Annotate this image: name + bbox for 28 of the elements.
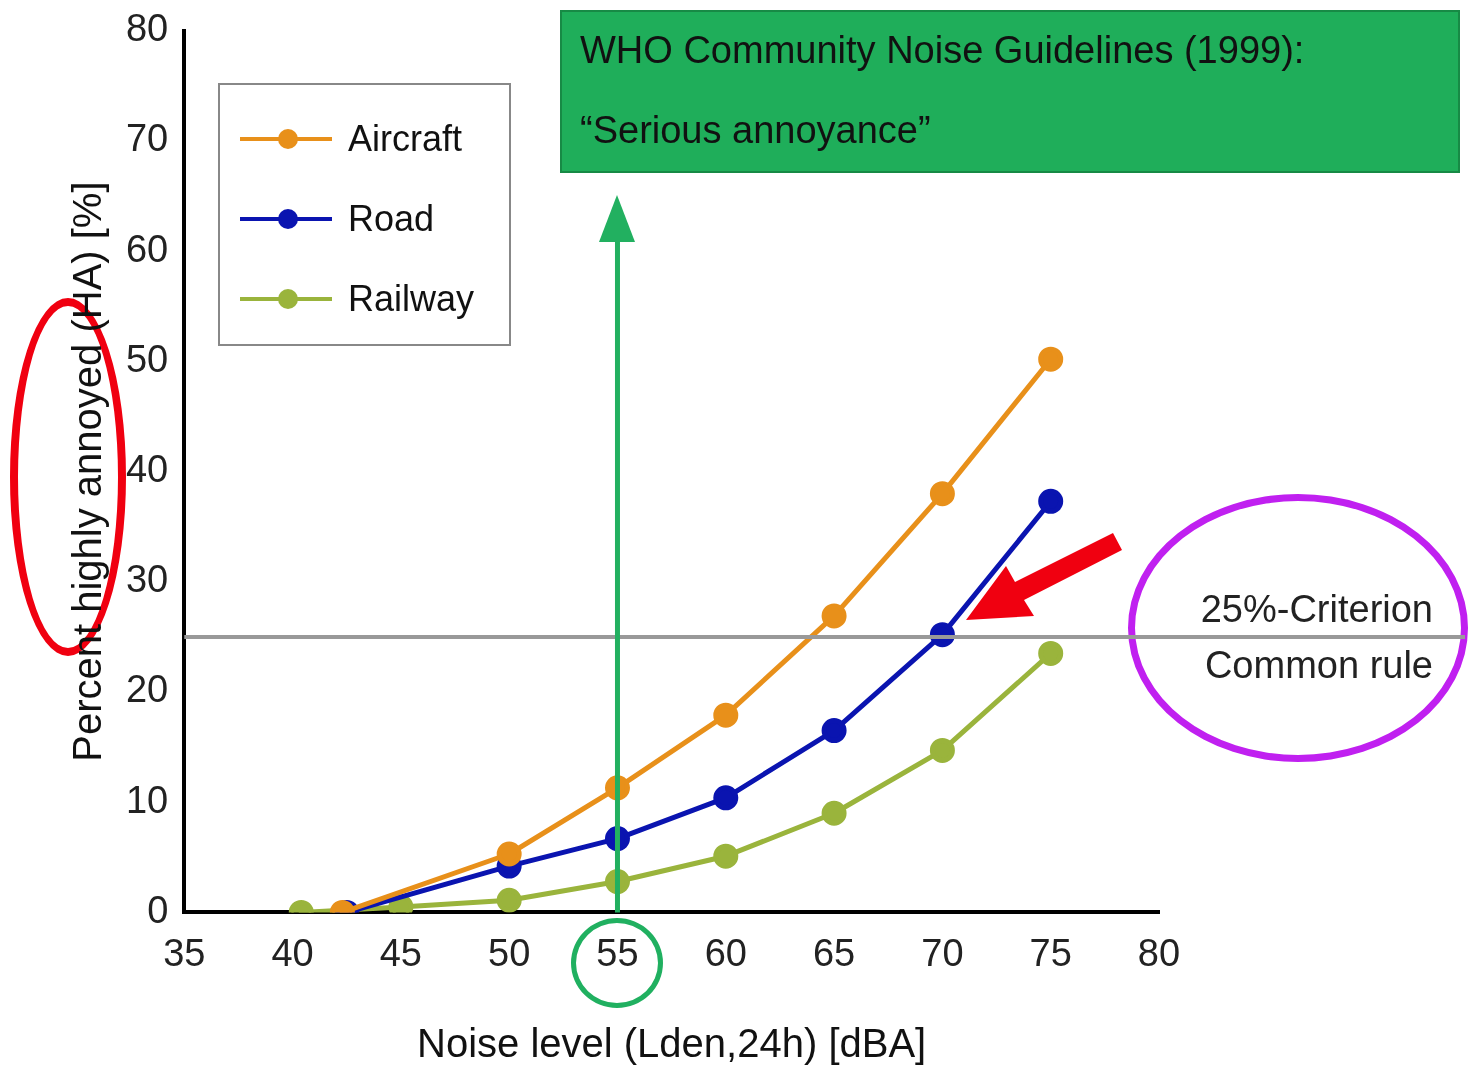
x-tick-label: 60 [704, 931, 747, 974]
x-tick-label: 70 [921, 931, 964, 974]
y-tick-label: 20 [125, 668, 169, 711]
y-tick-label: 50 [125, 337, 169, 380]
x-tick-label: 80 [1137, 931, 1181, 974]
y-tick-label: 60 [125, 227, 169, 270]
text: Common rule [1204, 644, 1433, 687]
y-axis-title: Percent highly annoyed (HA) [%] [65, 181, 110, 762]
legend-label: Railway [348, 278, 475, 320]
x-axis-title: Noise level (Lden,24h) [dBA] [417, 1021, 927, 1066]
y-tick-label: 70 [125, 117, 169, 160]
x-tick-label: 55 [596, 931, 639, 974]
legend-label: Aircraft [348, 118, 463, 160]
x-tick-label: 35 [163, 931, 206, 974]
annotation: “Serious annoyance” [580, 108, 932, 153]
x-tick-label: 40 [271, 931, 314, 974]
y-tick-label: 10 [125, 778, 169, 821]
x-tick-label: 50 [488, 931, 531, 974]
x-tick-label: 65 [812, 931, 856, 974]
y-tick-label: 30 [125, 558, 169, 601]
y-tick-label: 80 [125, 7, 169, 50]
ref-line-label: 25%-Criterion [1200, 588, 1433, 631]
y-tick-label: 0 [147, 888, 169, 931]
annotation: WHO Community Noise Guidelines (1999): [580, 28, 1306, 73]
legend-label: Road [348, 198, 435, 240]
x-tick-label: 45 [379, 931, 423, 974]
x-tick-label: 75 [1029, 931, 1072, 974]
y-tick-label: 40 [125, 448, 169, 491]
